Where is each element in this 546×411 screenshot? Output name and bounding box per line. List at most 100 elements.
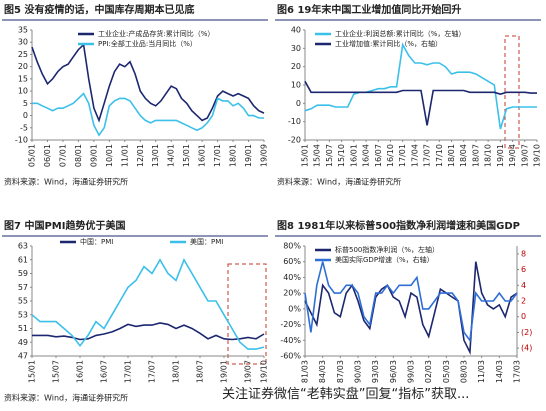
x-tick-label: 17/01 [124,360,133,383]
chart-title: 图6 19年末中国工业增加值同比开始回升 [277,3,461,16]
x-tick-label: 16/01 [76,360,85,383]
legend-label: 工业增加值:累计同比（%，右轴） [335,39,442,48]
x-tick-label: 17/03 [513,360,522,383]
y-tick-label: 10 [291,81,301,90]
x-tick-label: 15/07 [52,360,61,383]
y-tick-label: -60% [280,352,301,361]
x-tick-label: 17/01 [398,144,407,167]
x-tick-label: 18/07 [471,144,480,167]
x-tick-label: 17/04 [410,144,419,167]
y-tick-label: 0 [296,99,301,108]
x-tick-label: 15/10 [337,144,346,167]
x-tick-label: 09/01 [89,144,98,167]
y2-tick-label: (2) [521,328,532,337]
x-tick-label: 16/07 [100,360,109,383]
x-tick-label: 81/03 [301,360,310,383]
x-tick-label: 19/01 [220,360,229,383]
legend-label: 中国：PMI [80,237,113,246]
y2-tick-label: 4 [521,281,526,290]
x-tick-label: 84/03 [318,360,327,383]
x-tick-label: 16/10 [386,144,395,167]
x-tick-label: 96/03 [389,360,398,383]
source-note: 资料来源：Wind，海通证券研究所 [4,393,128,403]
x-tick-label: 18/10 [484,144,493,167]
x-tick-label: 06/01 [43,144,52,167]
x-tick-label: 13/01 [151,144,160,167]
x-tick-label: 19/07 [520,144,529,167]
x-tick-label: 02/03 [424,360,433,383]
x-tick-label: 17/10 [435,144,444,167]
x-tick-label: 19/01 [244,144,253,167]
series-line [32,92,264,137]
series-line [304,261,518,356]
series-line [31,257,265,350]
legend-label: PPI:全部工业品:当月同比（%） [98,39,197,48]
x-tick-label: 16/07 [374,144,383,167]
x-tick-label: 93/03 [371,360,380,383]
x-tick-label: 19/10 [533,144,542,167]
y-tick-label: -10 [288,117,301,126]
y-tick-label: 25 [18,50,28,59]
x-tick-label: 12/01 [136,144,145,167]
y2-tick-label: 2 [521,297,526,306]
y-tick-label: 40% [283,273,301,282]
x-tick-label: 15/01 [301,144,310,167]
y-tick-label: 20% [283,289,301,298]
y-tick-label: 30 [18,38,28,47]
x-tick-label: 07/01 [58,144,67,167]
y-tick-label: 30 [291,44,301,53]
legend-label: 美国实际GDP增速（%，右轴） [335,255,434,264]
x-tick-label: 19/10 [260,360,269,383]
y-tick-label: -5 [20,123,28,132]
x-tick-label: 05/03 [442,360,451,383]
watermark: 关注证券微信“老韩实盘”回复“指标”获取... [222,383,546,407]
x-tick-label: 18/04 [459,144,468,167]
y-tick-label: -20% [280,320,301,329]
x-tick-label: 14/03 [495,360,504,383]
x-tick-label: 18/01 [229,144,238,167]
y2-tick-label: (4) [521,344,532,353]
source-note: 资料来源：Wind，海通证券研究所 [277,177,401,187]
series-line [32,322,265,341]
y-tick-label: 0 [23,111,28,120]
chart-panel: 图5 没有疫情的话，中国库存周期本已见底 -10 -5 0 5 10 15 20 25 30 35 0… [2,3,269,187]
y-tick-label: 55 [18,297,28,306]
x-tick-label: 87/03 [336,360,345,383]
y-tick-label: -40% [280,336,301,345]
x-tick-label: 14/01 [167,144,176,167]
chart-title: 图7 中国PMI趋势优于美国 [4,219,125,232]
y2-tick-label: 8 [521,249,526,258]
x-tick-label: 17/01 [213,144,222,167]
y-tick-label: 20 [18,62,28,71]
y-tick-label: 47 [18,352,28,361]
y-tick-label: 59 [18,269,28,278]
y-tick-label: 53 [18,310,28,319]
y-tick-label: 57 [18,283,28,292]
series-line [304,261,518,343]
x-tick-label: 08/01 [74,144,83,167]
x-tick-label: 18/01 [172,360,181,383]
y-tick-label: 0% [288,304,301,313]
y-tick-label: -20 [288,136,301,145]
y-tick-label: 63 [18,242,28,251]
y-tick-label: 51 [18,324,28,333]
y-tick-label: 49 [18,338,28,347]
x-tick-label: 19/01 [496,144,505,167]
x-tick-label: 10/01 [105,144,114,167]
chart-title: 图8 1981年以来标普500指数净利润增速和美国GDP [277,219,520,232]
x-tick-label: 18/01 [447,144,456,167]
legend-label: 工业企业:利润总额:累计同比（%，左轴） [335,29,465,38]
x-tick-label: 15/04 [313,144,322,167]
x-tick-label: 15/01 [28,360,37,383]
legend-label: 工业企业:产成品存货:累计同比（%） [98,29,214,38]
chart-panel: 图6 19年末中国工业增加值同比开始回升 -20 -10 0 10 20 30 40 15/01… [275,3,542,187]
y2-tick-label: 0 [521,312,526,321]
x-tick-label: 05/01 [28,144,37,167]
x-tick-label: 15/01 [182,144,191,167]
x-tick-label: 17/07 [148,360,157,383]
x-tick-label: 16/01 [349,144,358,167]
source-note: 资料来源：Wind，海通证券研究所 [4,177,128,187]
y-tick-label: 80% [283,242,301,251]
